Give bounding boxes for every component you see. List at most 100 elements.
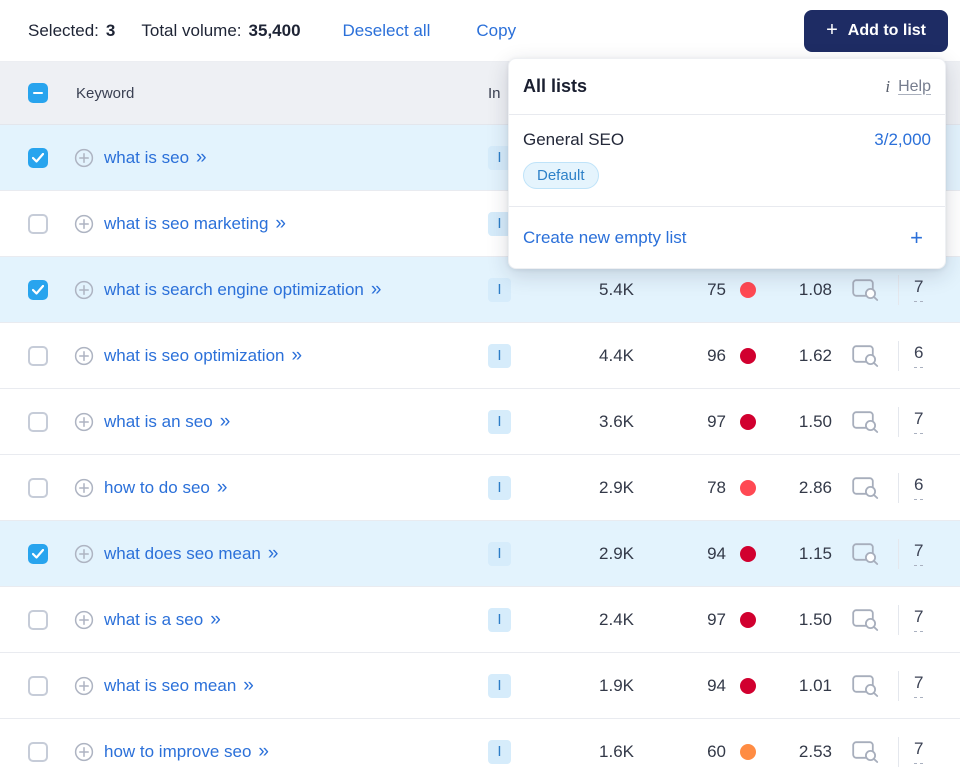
kd-dot: [740, 413, 756, 430]
kd-dot: [740, 281, 756, 298]
check-icon: [32, 284, 44, 295]
intent-badge[interactable]: I: [488, 673, 511, 698]
expand-chevrons-icon[interactable]: »: [258, 740, 269, 762]
intent-badge[interactable]: I: [488, 277, 511, 302]
results-count[interactable]: 7: [914, 673, 924, 698]
kd-value: 96: [707, 345, 726, 365]
row-checkbox[interactable]: [28, 411, 48, 432]
keyword-link[interactable]: what is a seo: [104, 609, 204, 629]
add-keyword-icon[interactable]: [74, 346, 94, 366]
intent-badge[interactable]: I: [488, 541, 511, 566]
serp-features-icon[interactable]: [851, 674, 879, 697]
kd-dot: [740, 479, 756, 496]
kd-value: 97: [707, 411, 726, 431]
expand-chevrons-icon[interactable]: »: [243, 674, 254, 696]
intent-badge[interactable]: I: [488, 409, 511, 434]
row-checkbox[interactable]: [28, 213, 48, 234]
list-item-general-seo[interactable]: General SEO 3/2,000 Default: [509, 115, 945, 207]
cpc-value: 1.15: [798, 543, 832, 563]
kd-dot: [740, 743, 756, 760]
results-count[interactable]: 7: [914, 739, 924, 764]
column-divider: [898, 670, 899, 701]
keyword-link[interactable]: what is seo marketing: [104, 213, 269, 233]
selected-count: 3: [105, 20, 116, 40]
expand-chevrons-icon[interactable]: »: [196, 146, 207, 168]
keyword-link[interactable]: what is seo optimization: [104, 345, 285, 365]
serp-features-icon[interactable]: [851, 542, 879, 565]
serp-features-icon[interactable]: [851, 608, 879, 631]
intent-badge[interactable]: I: [488, 343, 511, 368]
add-keyword-icon[interactable]: [74, 742, 94, 762]
expand-chevrons-icon[interactable]: »: [210, 608, 221, 630]
kd-dot: [740, 545, 756, 562]
expand-chevrons-icon[interactable]: »: [275, 212, 286, 234]
column-divider: [898, 472, 899, 503]
list-count: 3/2,000: [874, 130, 931, 149]
deselect-all-link[interactable]: Deselect all: [342, 20, 431, 40]
add-keyword-icon[interactable]: [74, 544, 94, 564]
expand-chevrons-icon[interactable]: »: [219, 410, 231, 432]
serp-features-icon[interactable]: [851, 476, 879, 499]
row-checkbox[interactable]: [28, 279, 48, 300]
add-keyword-icon[interactable]: [74, 412, 94, 432]
serp-features-icon[interactable]: [851, 278, 879, 301]
check-icon: [32, 548, 44, 559]
add-keyword-icon[interactable]: [74, 214, 94, 234]
intent-column-header[interactable]: In: [488, 84, 501, 102]
copy-link[interactable]: Copy: [476, 20, 517, 40]
volume-value: 3.6K: [599, 411, 634, 431]
serp-features-icon[interactable]: [851, 410, 879, 433]
info-icon: i: [885, 76, 891, 96]
results-count[interactable]: 6: [914, 475, 924, 500]
select-all-checkbox[interactable]: [28, 83, 48, 103]
add-keyword-icon[interactable]: [74, 676, 94, 696]
volume-value: 2.9K: [599, 543, 634, 563]
help-link[interactable]: i Help: [885, 77, 931, 97]
row-checkbox[interactable]: [28, 741, 48, 762]
intent-badge[interactable]: I: [488, 475, 511, 500]
keyword-link[interactable]: what is seo: [104, 147, 190, 167]
table-row: how to do seo » I 2.9K 78 2.86 6: [0, 455, 960, 521]
add-keyword-icon[interactable]: [74, 148, 94, 168]
volume-value: 5.4K: [599, 279, 634, 299]
keyword-link[interactable]: what does seo mean: [104, 543, 261, 563]
table-row: what is seo mean » I 1.9K 94 1.01 7: [0, 653, 960, 719]
cpc-value: 1.08: [798, 279, 832, 299]
add-keyword-icon[interactable]: [74, 610, 94, 630]
create-new-list-button[interactable]: Create new empty list +: [509, 207, 945, 268]
intent-badge[interactable]: I: [488, 739, 511, 764]
keyword-link[interactable]: how to do seo: [104, 477, 210, 497]
expand-chevrons-icon[interactable]: »: [267, 542, 279, 564]
intent-badge[interactable]: I: [488, 607, 511, 632]
volume-value: 1.6K: [599, 741, 634, 761]
expand-chevrons-icon[interactable]: »: [291, 344, 302, 366]
column-divider: [898, 604, 899, 635]
results-count[interactable]: 7: [914, 541, 924, 566]
keyword-link[interactable]: what is search engine optimization: [104, 279, 364, 299]
row-checkbox[interactable]: [28, 477, 48, 498]
results-count[interactable]: 7: [914, 277, 924, 302]
results-count[interactable]: 7: [914, 409, 924, 434]
row-checkbox[interactable]: [28, 345, 48, 366]
keyword-link[interactable]: how to improve seo: [104, 741, 252, 761]
row-checkbox[interactable]: [28, 147, 48, 168]
expand-chevrons-icon[interactable]: »: [216, 476, 228, 498]
keyword-link[interactable]: what is seo mean: [104, 675, 237, 695]
results-count[interactable]: 7: [914, 607, 924, 632]
keyword-column-header[interactable]: Keyword: [76, 84, 135, 102]
add-keyword-icon[interactable]: [74, 478, 94, 498]
intent-badge[interactable]: I: [488, 211, 511, 236]
add-keyword-icon[interactable]: [74, 280, 94, 300]
row-checkbox[interactable]: [28, 609, 48, 630]
row-checkbox[interactable]: [28, 675, 48, 696]
all-lists-popup: All lists i Help General SEO 3/2,000 Def…: [508, 58, 946, 269]
expand-chevrons-icon[interactable]: »: [370, 278, 382, 300]
column-divider: [898, 538, 899, 569]
intent-badge[interactable]: I: [488, 145, 511, 170]
keyword-link[interactable]: what is an seo: [104, 411, 213, 431]
serp-features-icon[interactable]: [851, 740, 879, 763]
results-count[interactable]: 6: [914, 343, 924, 368]
row-checkbox[interactable]: [28, 543, 48, 564]
serp-features-icon[interactable]: [851, 344, 879, 367]
add-to-list-button[interactable]: + Add to list: [804, 9, 948, 52]
